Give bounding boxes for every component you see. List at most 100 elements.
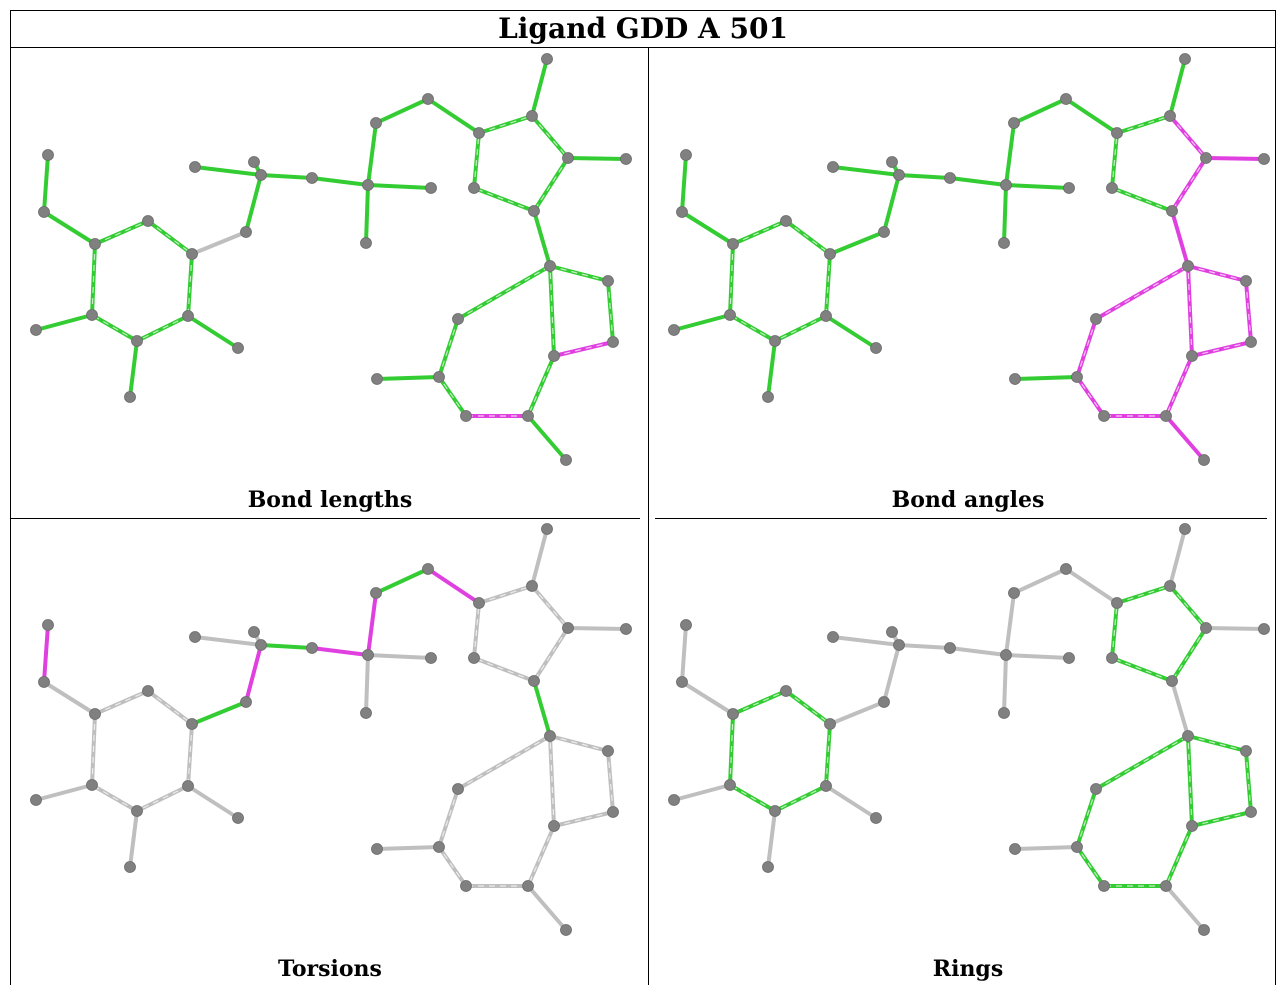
atom-31 <box>548 820 560 832</box>
atom-30 <box>1245 806 1257 818</box>
atom-34 <box>1071 841 1083 853</box>
atom-16 <box>362 179 374 191</box>
atom-0 <box>42 149 54 161</box>
bond-24-26 <box>1170 156 1208 213</box>
bond-aromatic-7-2 <box>729 243 734 316</box>
panel-divider-horizontal-right <box>655 518 1267 519</box>
atom-29 <box>1240 275 1252 287</box>
atom-6 <box>131 335 143 347</box>
bond-aromatic-31-27 <box>1187 735 1193 827</box>
atom-5 <box>182 780 194 792</box>
bond-15-16 <box>310 176 370 187</box>
atom-24 <box>562 152 574 164</box>
atom-22 <box>473 127 485 139</box>
bond-4-5 <box>824 252 832 318</box>
bond-34-35 <box>1075 317 1098 379</box>
bond-23-21 <box>530 527 549 588</box>
bond-34-36 <box>375 845 441 851</box>
panel-divider-horizontal-left <box>10 518 640 519</box>
atom-17 <box>998 237 1010 249</box>
atom-2 <box>89 238 101 250</box>
atom-12 <box>248 626 260 638</box>
bond-aromatic-23-24 <box>531 115 569 159</box>
bond-aromatic-7-2 <box>91 243 96 316</box>
atom-13 <box>255 169 267 181</box>
atom-27 <box>1182 730 1194 742</box>
panel-bond-lengths: Bond lengths <box>12 49 648 519</box>
atom-0 <box>680 619 692 631</box>
atom-7 <box>724 779 736 791</box>
atom-19 <box>370 117 382 129</box>
atom-26 <box>1166 675 1178 687</box>
bond-16-19 <box>366 121 378 187</box>
bond-aromatic-22-23 <box>478 115 533 134</box>
atom-14 <box>827 631 839 643</box>
atom-21 <box>1179 523 1191 535</box>
bond-19-20 <box>1012 567 1068 595</box>
atom-19 <box>1008 117 1020 129</box>
atom-36 <box>1009 843 1021 855</box>
bond-aromatic-3-4 <box>785 690 831 725</box>
atom-35 <box>452 783 464 795</box>
bond-16-17 <box>364 183 370 245</box>
atom-25 <box>620 623 632 635</box>
atom-9 <box>124 861 136 873</box>
atom-14 <box>189 631 201 643</box>
bond-4-5 <box>186 252 194 318</box>
bond-aromatic-2-3 <box>732 690 787 715</box>
bond-aromatic-6-7 <box>729 314 776 342</box>
atom-20 <box>1060 93 1072 105</box>
bond-4-11 <box>828 230 886 256</box>
bond-34-36 <box>1013 845 1079 851</box>
atom-4 <box>186 248 198 260</box>
atom-27 <box>1182 260 1194 272</box>
atom-19 <box>370 587 382 599</box>
bond-27-29 <box>1186 734 1248 753</box>
atom-20 <box>1060 563 1072 575</box>
atom-34 <box>1071 371 1083 383</box>
bond-26-28 <box>472 186 536 213</box>
figure-title: Ligand GDD A 501 <box>10 10 1276 48</box>
bond-13-14 <box>193 165 263 177</box>
bond-4-5 <box>824 722 832 788</box>
bond-4-11 <box>190 230 248 256</box>
bond-30-31 <box>1190 340 1253 358</box>
atom-2 <box>727 708 739 720</box>
bond-26-28 <box>1110 656 1174 683</box>
atom-8 <box>30 794 42 806</box>
bond-24-25 <box>566 156 628 161</box>
atom-3 <box>142 685 154 697</box>
bond-aromatic-5-6 <box>136 785 189 812</box>
atom-1 <box>38 676 50 688</box>
atom-1 <box>38 206 50 218</box>
bond-19-20 <box>374 97 430 125</box>
atom-2 <box>727 238 739 250</box>
atom-6 <box>769 805 781 817</box>
bond-aromatic-7-2 <box>91 713 96 786</box>
atom-14 <box>827 161 839 173</box>
bond-7-8 <box>34 783 94 802</box>
atom-33 <box>1098 880 1110 892</box>
bond-4-11 <box>828 700 886 726</box>
atom-26 <box>1166 205 1178 217</box>
bond-29-30 <box>1244 279 1253 344</box>
atom-33 <box>460 880 472 892</box>
atom-37 <box>1198 454 1210 466</box>
bond-16-17 <box>364 653 370 715</box>
bond-13-14 <box>831 635 901 647</box>
bond-aromatic-5-6 <box>136 315 189 342</box>
bond-15-16 <box>310 646 370 657</box>
atom-32 <box>522 880 534 892</box>
atom-32 <box>1160 880 1172 892</box>
atom-19 <box>1008 587 1020 599</box>
atom-5 <box>182 310 194 322</box>
bond-1-2 <box>42 680 97 716</box>
bond-13-15 <box>897 173 952 180</box>
bond-23-21 <box>1168 57 1187 118</box>
bond-23-21 <box>530 57 549 118</box>
atom-3 <box>142 215 154 227</box>
atom-4 <box>824 718 836 730</box>
atom-6 <box>131 805 143 817</box>
atom-29 <box>602 275 614 287</box>
atom-24 <box>1200 152 1212 164</box>
